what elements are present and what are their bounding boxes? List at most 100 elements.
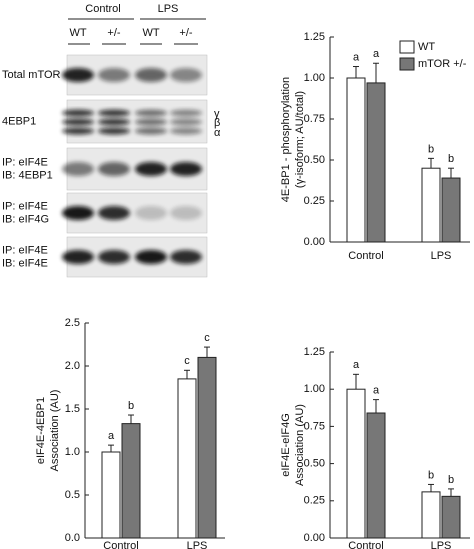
- blot-band: [135, 118, 167, 126]
- significance-letter: c: [184, 355, 190, 367]
- bar: [366, 412, 386, 539]
- y-axis-label: 4E-BP1 - phosphorylation: [280, 77, 292, 202]
- blot-band: [98, 206, 130, 220]
- significance-letter: c: [204, 332, 210, 344]
- bar: [346, 77, 366, 243]
- significance-letter: a: [373, 48, 380, 60]
- y-tick-label: 0.50: [304, 154, 325, 166]
- blot-band: [98, 250, 130, 264]
- group-label: Control: [85, 3, 120, 15]
- significance-letter: b: [128, 400, 134, 412]
- bar: [441, 177, 461, 243]
- y-tick-label: 1.25: [304, 346, 325, 358]
- x-tick-label: Control: [348, 250, 383, 262]
- legend-swatch: [399, 40, 415, 54]
- y-tick-label: 0.25: [304, 195, 325, 207]
- blot-band: [135, 127, 167, 135]
- significance-letter: a: [373, 385, 380, 397]
- y-tick-label: 1.5: [65, 403, 80, 415]
- bar: [346, 388, 366, 539]
- blot-band: [98, 109, 130, 117]
- y-tick-label: 0.00: [304, 236, 325, 248]
- isoform-label: β: [214, 117, 220, 129]
- lane-label: WT: [142, 27, 159, 39]
- blot-band: [135, 68, 167, 82]
- bar: [101, 451, 121, 539]
- y-tick-label: 0.00: [304, 532, 325, 544]
- blot-row-label: IB: eIF4E: [2, 257, 48, 269]
- blot-band: [98, 68, 130, 82]
- blot-row-label: IB: 4EBP1: [2, 169, 53, 181]
- y-tick-label: 1.00: [304, 72, 325, 84]
- blot-band: [170, 162, 202, 176]
- group-label: LPS: [158, 3, 179, 15]
- y-tick-label: 0.5: [65, 489, 80, 501]
- y-tick-label: 0.0: [65, 532, 80, 544]
- blot-band: [170, 109, 202, 117]
- y-axis-label: eIF4E-4EBP1: [35, 397, 47, 464]
- significance-letter: a: [353, 359, 360, 371]
- y-axis-label: eIF4E-eIF4G: [280, 413, 292, 477]
- bar: [177, 378, 197, 539]
- x-tick-label: LPS: [431, 250, 452, 262]
- blot-band: [98, 162, 130, 176]
- lane-label: +/-: [179, 27, 192, 39]
- lane-label: +/-: [107, 27, 120, 39]
- y-tick-label: 1.00: [304, 383, 325, 395]
- blot-band: [135, 250, 167, 264]
- blot-band: [170, 250, 202, 264]
- x-tick-label: LPS: [187, 540, 208, 549]
- blot-band: [135, 206, 167, 220]
- blot-band: [98, 127, 130, 135]
- blot-band: [62, 109, 94, 117]
- blot-band: [170, 127, 202, 135]
- legend-label: WT: [418, 41, 435, 53]
- x-tick-label: LPS: [431, 540, 452, 549]
- y-axis-label: (γ-isoform; AU/total): [294, 91, 306, 188]
- bar: [421, 491, 441, 539]
- isoform-label: α: [214, 127, 221, 139]
- blot-row-label: IP: eIF4E: [2, 200, 48, 212]
- y-tick-label: 0.75: [304, 113, 325, 125]
- significance-letter: b: [448, 474, 454, 486]
- y-axis-label: Association (AU): [49, 390, 61, 472]
- significance-letter: b: [448, 153, 454, 165]
- blot-band: [170, 118, 202, 126]
- x-tick-label: Control: [348, 540, 383, 549]
- y-tick-label: 0.75: [304, 420, 325, 432]
- blot-band: [62, 68, 94, 82]
- y-tick-label: 2.0: [65, 360, 80, 372]
- isoform-label: γ: [214, 108, 220, 120]
- blot-band: [98, 118, 130, 126]
- blot-band: [170, 206, 202, 220]
- y-tick-label: 0.25: [304, 495, 325, 507]
- blot-band: [170, 68, 202, 82]
- bar: [366, 82, 386, 243]
- blot-row-label: IB: eIF4G: [2, 213, 49, 225]
- legend-swatch: [399, 57, 415, 71]
- significance-letter: b: [428, 143, 434, 155]
- bar: [421, 167, 441, 243]
- significance-letter: a: [108, 430, 115, 442]
- x-tick-label: Control: [103, 540, 138, 549]
- bar: [197, 356, 217, 539]
- blot-row-label: 4EBP1: [2, 115, 36, 127]
- bar: [441, 495, 461, 539]
- blot-band: [62, 206, 94, 220]
- blot-band: [62, 162, 94, 176]
- y-axis-label: Association (AU): [294, 404, 306, 486]
- blot-band: [62, 250, 94, 264]
- blot-row-label: IP: eIF4E: [2, 244, 48, 256]
- blot-band: [62, 118, 94, 126]
- lane-label: WT: [69, 27, 86, 39]
- legend-label: mTOR +/-: [418, 58, 467, 70]
- y-tick-label: 1.25: [304, 31, 325, 43]
- blot-row-label: Total mTOR: [2, 69, 61, 81]
- blot-band: [62, 127, 94, 135]
- blot-band: [135, 162, 167, 176]
- y-tick-label: 2.5: [65, 317, 80, 329]
- significance-letter: a: [353, 51, 360, 63]
- blot-row-label: IP: eIF4E: [2, 156, 48, 168]
